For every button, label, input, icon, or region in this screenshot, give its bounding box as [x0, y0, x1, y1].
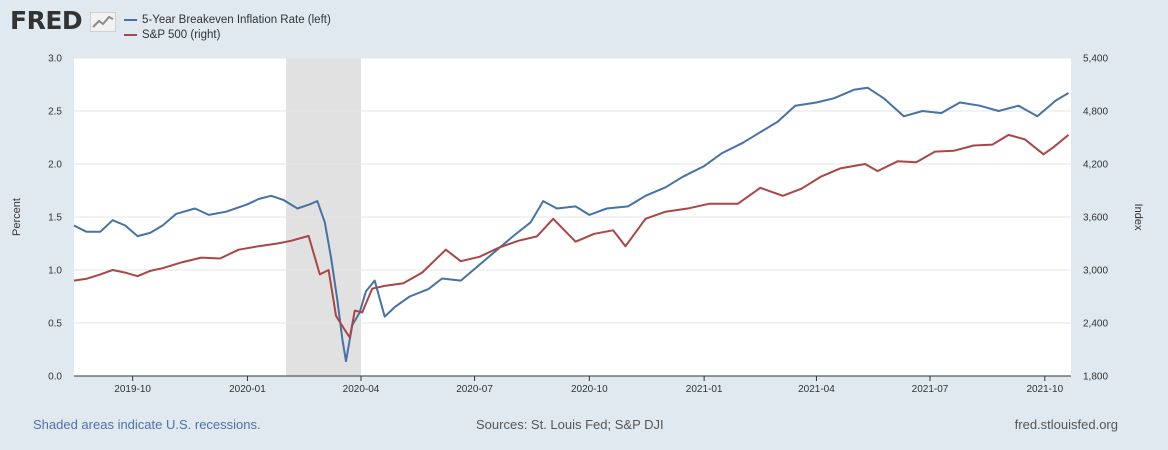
fred-logo-text: FRED: [10, 6, 83, 35]
x-tick-label: 2021-01: [686, 384, 723, 395]
x-tick-label: 2021-07: [912, 384, 949, 395]
y-right-tick-label: 1,800: [1083, 372, 1108, 383]
y-axis-right-ticks: 1,800 2,400 3,000 3,600 4,200 4,800 5,400: [1083, 54, 1108, 383]
sources-text: Sources: St. Louis Fed; S&P DJI: [476, 417, 664, 432]
y-axis-right-title: Index: [1132, 204, 1144, 231]
y-right-tick-label: 3,000: [1083, 266, 1108, 277]
x-tick-label: 2020-10: [571, 384, 608, 395]
y-axis-left-ticks: 0.0 0.5 1.0 1.5 2.0 2.5 3.0: [48, 54, 62, 383]
y-left-tick-label: 0.5: [48, 319, 62, 330]
y-left-tick-label: 0.0: [48, 372, 62, 383]
y-axis-left-title: Percent: [11, 198, 23, 236]
legend-label-breakeven: 5-Year Breakeven Inflation Rate (left): [142, 13, 331, 26]
x-tick-label: 2020-07: [456, 384, 493, 395]
legend-swatch-breakeven: [124, 18, 137, 21]
x-tick-label: 2020-01: [229, 384, 266, 395]
y-left-tick-label: 2.0: [48, 160, 62, 171]
y-left-tick-label: 1.5: [48, 213, 62, 224]
chart-logo-icon: [90, 12, 116, 32]
x-tick-label: 2019-10: [114, 384, 151, 395]
series-line-sp500: [73, 133, 1070, 339]
legend-entry-breakeven[interactable]: 5-Year Breakeven Inflation Rate (left): [124, 12, 331, 27]
fred-logo[interactable]: FRED: [10, 6, 120, 38]
legend-label-sp500: S&P 500 (right): [142, 28, 221, 41]
series-lines: [73, 86, 1070, 363]
y-right-tick-label: 4,800: [1083, 107, 1108, 118]
y-right-tick-label: 4,200: [1083, 160, 1108, 171]
chart-legend: 5-Year Breakeven Inflation Rate (left) S…: [124, 12, 331, 42]
x-tick-label: 2020-04: [343, 384, 380, 395]
legend-swatch-sp500: [124, 33, 137, 36]
recession-note-link[interactable]: Shaded areas indicate U.S. recessions.: [33, 417, 261, 432]
x-tick-label: 2021-10: [1026, 384, 1063, 395]
y-right-tick-label: 5,400: [1083, 54, 1108, 65]
y-right-tick-label: 2,400: [1083, 319, 1108, 330]
y-left-tick-label: 2.5: [48, 107, 62, 118]
x-tick-label: 2021-04: [798, 384, 835, 395]
gridlines: [74, 57, 1071, 324]
y-right-tick-label: 3,600: [1083, 213, 1108, 224]
series-line-breakeven: [73, 86, 1070, 363]
legend-entry-sp500[interactable]: S&P 500 (right): [124, 27, 331, 42]
x-axis-ticks: 2019-10 2020-01 2020-04 2020-07 2020-10 2021-…: [114, 376, 1064, 395]
fred-url[interactable]: fred.stlouisfed.org: [1014, 417, 1118, 432]
y-left-tick-label: 1.0: [48, 266, 62, 277]
y-left-tick-label: 3.0: [48, 54, 62, 65]
